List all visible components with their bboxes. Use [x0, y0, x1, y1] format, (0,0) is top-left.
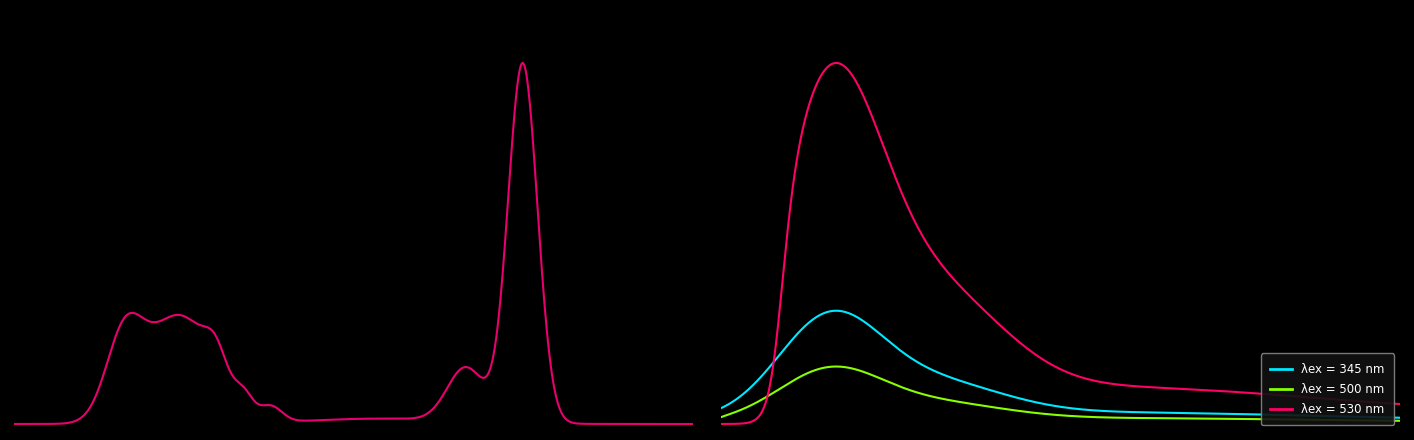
Legend: λex = 345 nm, λex = 500 nm, λex = 530 nm: λex = 345 nm, λex = 500 nm, λex = 530 nm — [1261, 353, 1394, 425]
